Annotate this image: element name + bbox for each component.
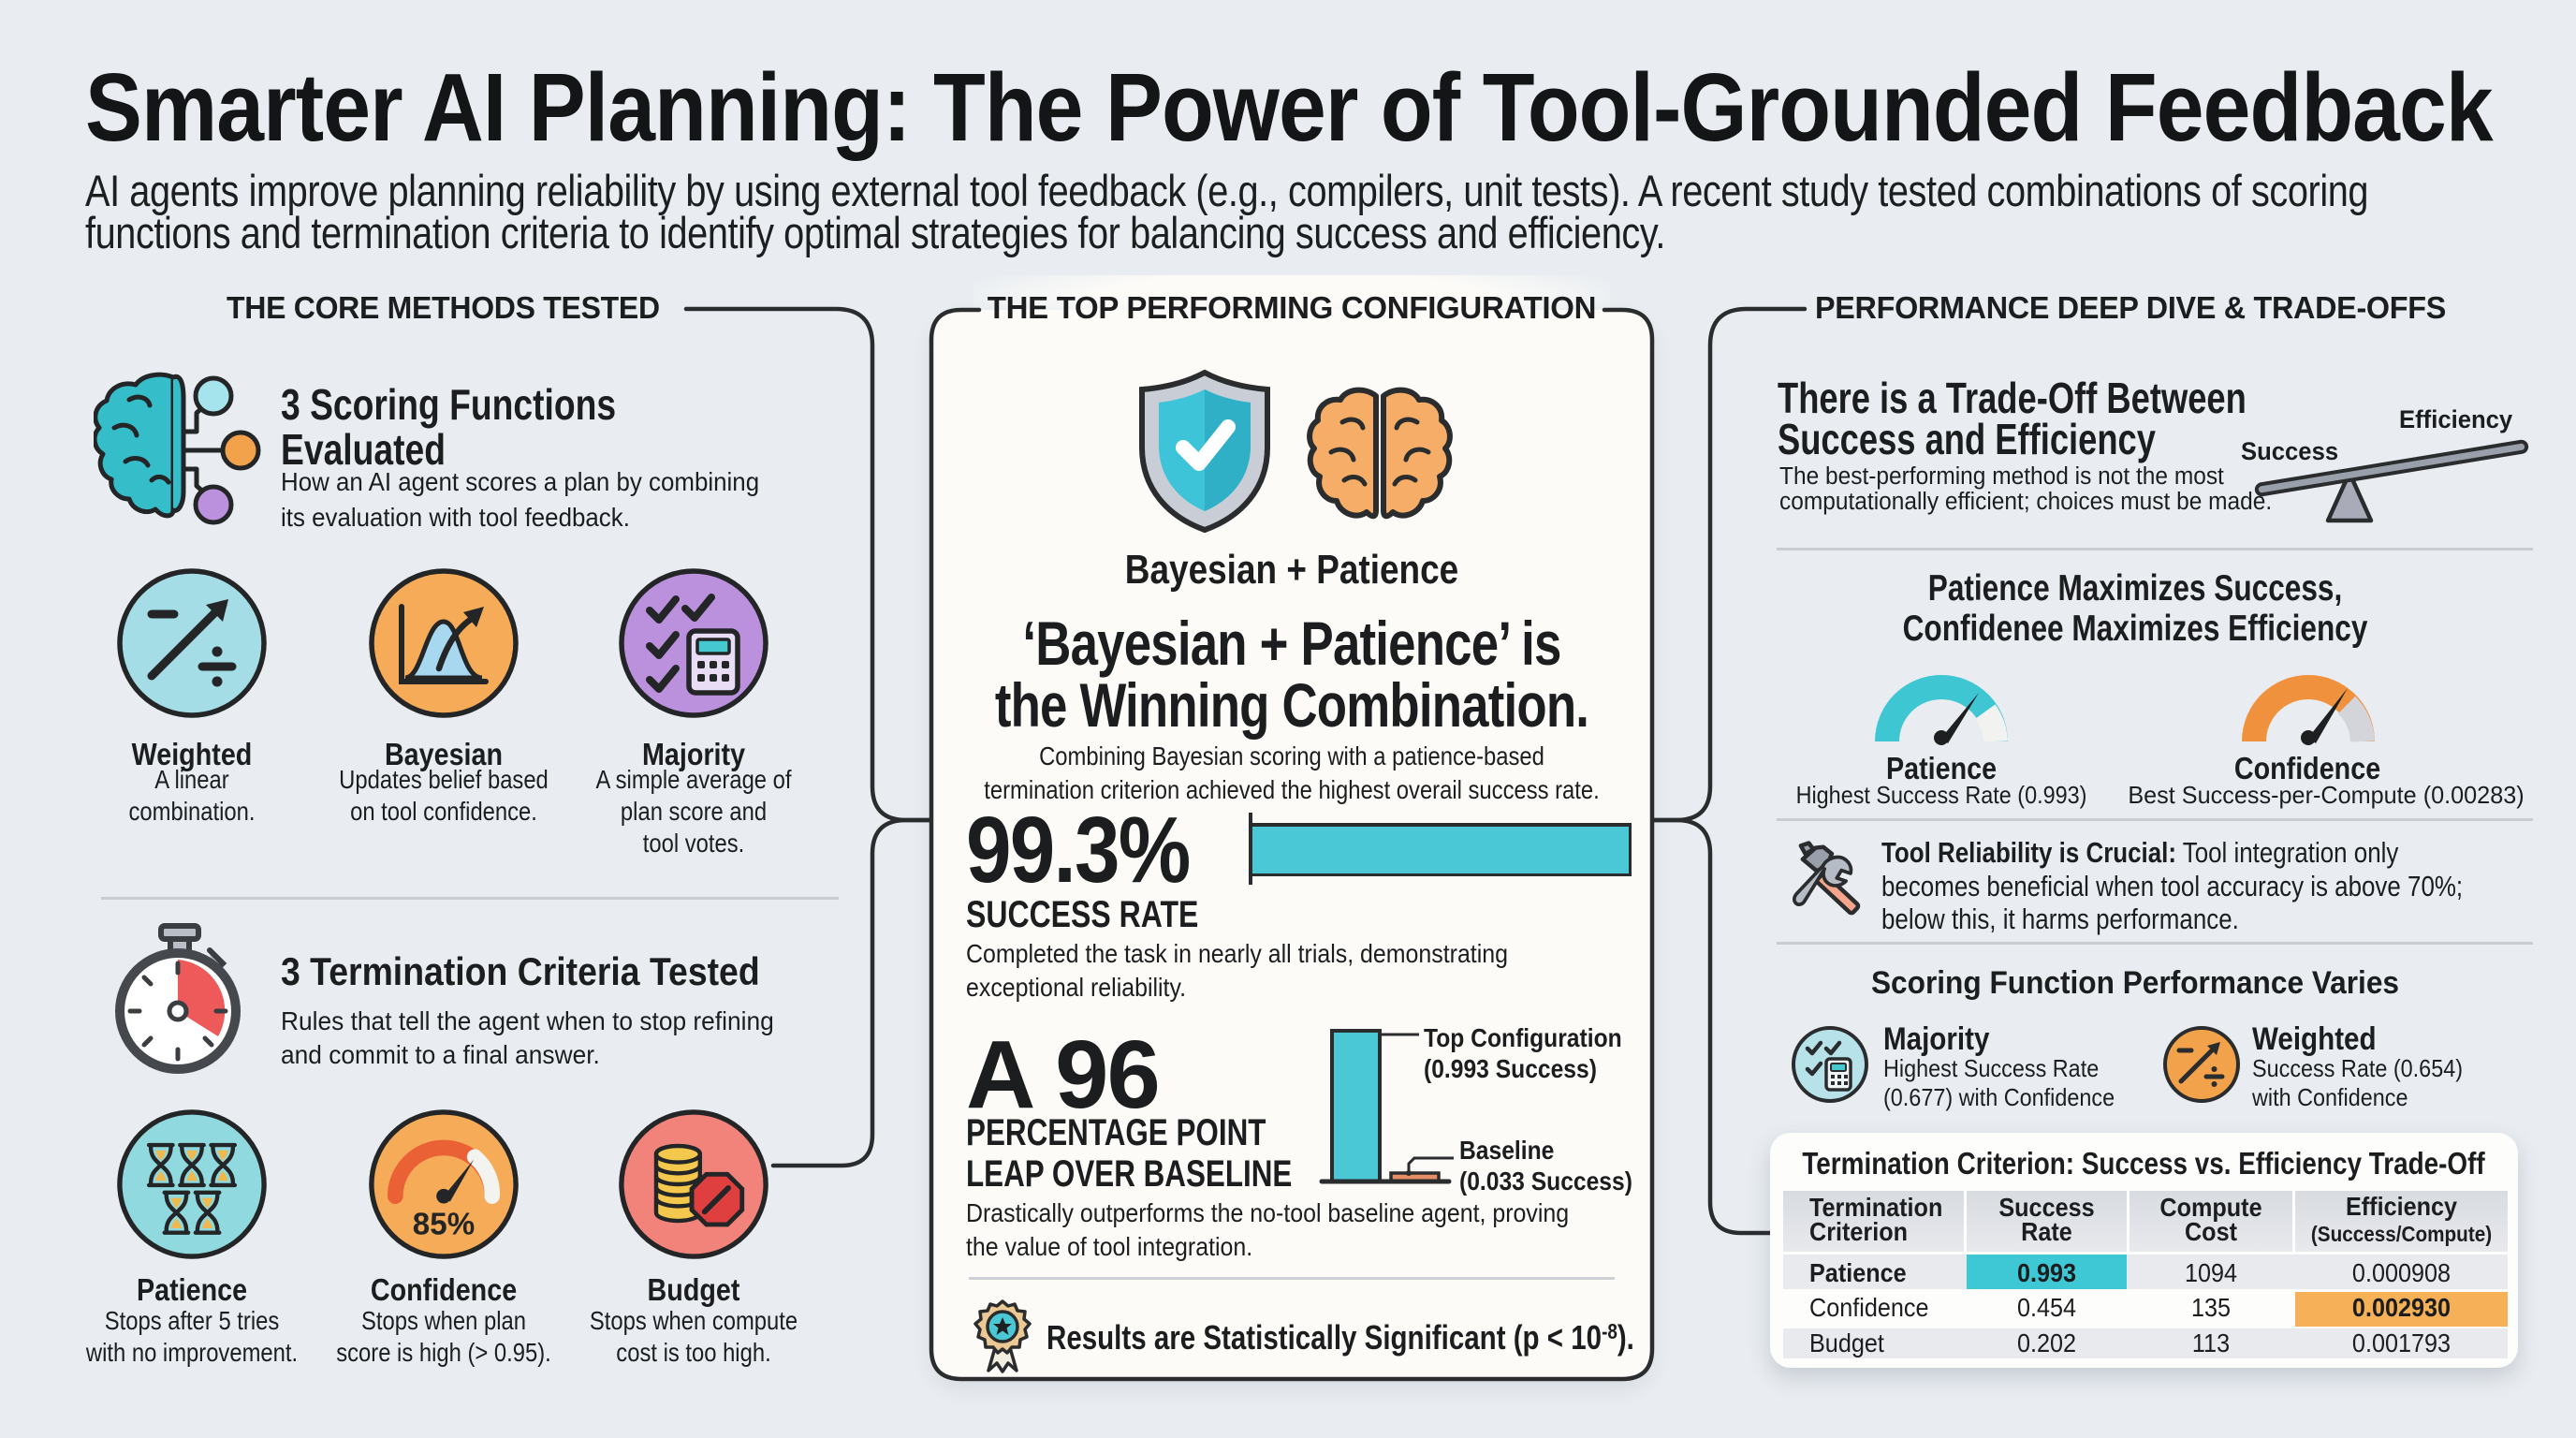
svg-text:85%: 85% (413, 1208, 475, 1242)
